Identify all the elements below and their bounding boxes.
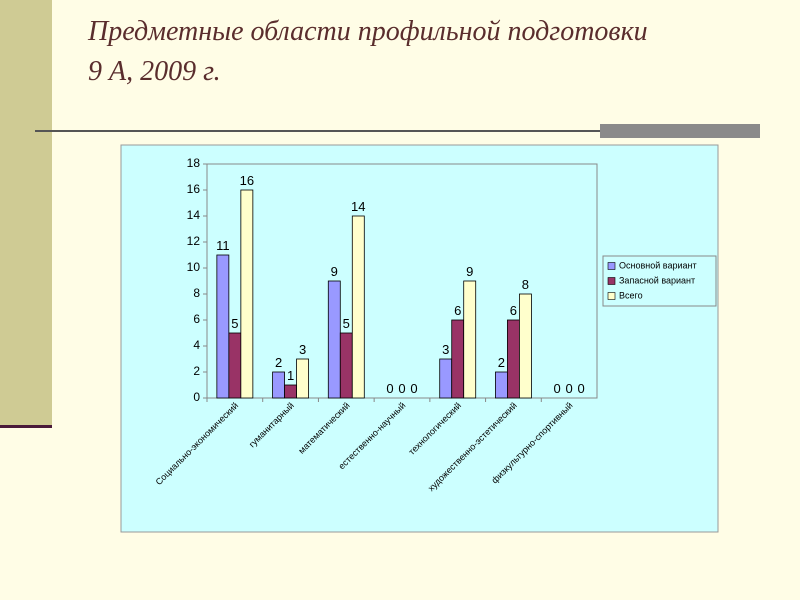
plot-area	[206, 163, 598, 399]
data-label: 6	[454, 303, 461, 318]
bar	[216, 254, 230, 399]
data-label: 0	[578, 381, 585, 396]
data-label: 1	[287, 368, 294, 383]
bar	[439, 358, 453, 399]
bar	[284, 384, 297, 399]
bar	[272, 371, 285, 399]
legend-swatch	[607, 262, 616, 270]
legend	[602, 255, 717, 307]
rule	[35, 130, 760, 132]
legend-swatch	[607, 277, 616, 285]
data-label: 9	[466, 264, 473, 279]
y-tick-label: 10	[187, 260, 201, 274]
bar	[339, 332, 353, 399]
data-label: 8	[522, 277, 529, 292]
y-tick-label: 6	[193, 312, 200, 326]
data-label: 11	[216, 238, 230, 253]
data-label: 14	[351, 199, 365, 214]
data-label: 16	[240, 173, 254, 188]
y-tick-label: 18	[187, 156, 201, 170]
bar	[228, 332, 242, 399]
data-label: 0	[566, 381, 573, 396]
y-tick-label: 16	[187, 182, 201, 196]
data-label: 5	[231, 316, 238, 331]
bar	[507, 319, 520, 399]
data-label: 0	[398, 381, 405, 396]
data-label: 9	[331, 264, 338, 279]
data-label: 0	[410, 381, 417, 396]
title: Предметные области профильной подготовки	[87, 16, 648, 47]
data-label: 3	[442, 342, 449, 357]
y-tick-label: 0	[193, 390, 200, 404]
y-tick-label: 14	[187, 208, 201, 222]
data-label: 0	[386, 381, 393, 396]
y-tick-label: 2	[193, 364, 200, 378]
bar	[519, 293, 532, 399]
bar	[351, 215, 365, 399]
data-label: 6	[510, 303, 517, 318]
side-bar	[0, 0, 52, 425]
legend-label: Всего	[619, 290, 643, 300]
side-bar-line	[0, 425, 52, 428]
bar	[463, 280, 477, 399]
data-label: 0	[554, 381, 561, 396]
rule-block	[600, 124, 760, 138]
legend-swatch	[607, 292, 616, 300]
bar	[296, 358, 309, 399]
legend-label: Основной вариант	[619, 260, 697, 270]
data-label: 3	[299, 342, 306, 357]
y-tick-label: 8	[193, 286, 200, 300]
legend-label: Запасной вариант	[619, 275, 695, 285]
bar	[240, 189, 254, 399]
title: 9 А, 2009 г.	[88, 56, 221, 87]
chart-area	[120, 144, 719, 533]
y-tick-label: 4	[193, 338, 200, 352]
data-label: 2	[498, 355, 505, 370]
y-tick-label: 12	[187, 234, 201, 248]
bar	[327, 280, 341, 399]
data-label: 5	[343, 316, 350, 331]
bar	[495, 371, 508, 399]
data-label: 2	[275, 355, 282, 370]
bar	[451, 319, 465, 399]
